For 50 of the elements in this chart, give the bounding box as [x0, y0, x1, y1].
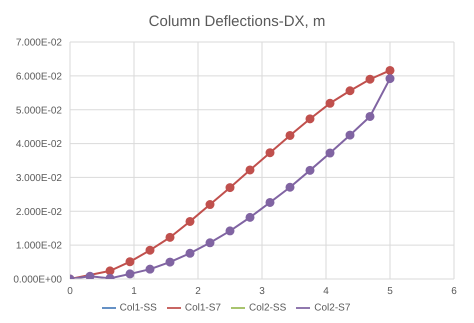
point: [386, 66, 394, 75]
y-tick-label: 7.000E-02: [16, 38, 62, 49]
legend-label: Col2-SS: [249, 302, 286, 314]
x-tick-label: 5: [387, 286, 394, 298]
y-tick-label: 4.000E-02: [16, 139, 62, 150]
y-tick-label: 2.000E-02: [16, 206, 62, 218]
point: [306, 114, 314, 124]
point: [366, 74, 374, 84]
point: [226, 183, 234, 192]
x-tick-label: 4: [323, 286, 330, 298]
y-tick-label: 3.000E-02: [16, 172, 62, 184]
y-tick-label: 0.000E+00: [13, 274, 62, 286]
x-tick-label: 0: [67, 286, 74, 298]
point: [106, 266, 114, 276]
point: [266, 148, 274, 158]
x-tick-label: 2: [195, 286, 202, 298]
point: [86, 272, 94, 279]
point: [326, 98, 334, 108]
legend-label: Col1-S7: [184, 302, 221, 314]
point: [166, 232, 174, 242]
chart-title: Column Deflections-DX, m: [148, 12, 326, 32]
point: [306, 166, 314, 175]
point: [366, 112, 374, 121]
point: [286, 182, 294, 192]
point: [186, 216, 194, 226]
x-tick-label: 1: [131, 286, 138, 298]
x-tick-label: 6: [451, 286, 458, 298]
point: [126, 257, 134, 266]
point: [346, 86, 354, 96]
point: [166, 258, 174, 267]
point: [326, 148, 334, 158]
point: [286, 130, 294, 140]
point: [226, 226, 234, 236]
y-tick-label: 5.000E-02: [16, 105, 62, 116]
x-tick-label: 3: [259, 286, 266, 298]
point: [146, 246, 154, 255]
point: [146, 264, 154, 274]
legend-label: Col2-S7: [314, 302, 350, 314]
point: [186, 248, 194, 258]
point: [126, 269, 134, 278]
point: [246, 165, 254, 174]
legend-label: Col1-SS: [120, 302, 157, 314]
point: [206, 238, 214, 248]
point: [386, 74, 394, 84]
y-tick-label: 1.000E-02: [16, 240, 62, 252]
point: [246, 212, 254, 222]
point: [346, 130, 354, 140]
point: [206, 200, 214, 210]
point: [266, 198, 274, 207]
y-tick-label: 6.000E-02: [16, 71, 62, 82]
